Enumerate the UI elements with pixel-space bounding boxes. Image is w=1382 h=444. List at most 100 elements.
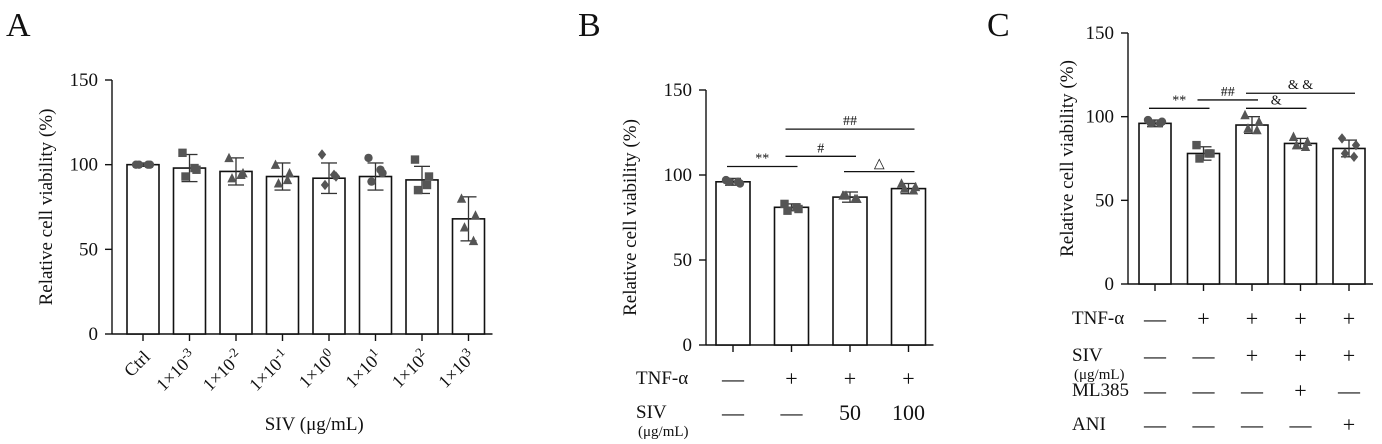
y-axis-label: Relative cell viability (%) bbox=[36, 109, 57, 306]
treatment-cell: + bbox=[1294, 306, 1306, 331]
data-point bbox=[850, 193, 860, 203]
data-point bbox=[470, 210, 481, 220]
bar bbox=[405, 179, 439, 335]
significance-label: # bbox=[817, 141, 824, 156]
bar bbox=[1332, 147, 1366, 285]
data-point bbox=[899, 183, 910, 193]
bar bbox=[172, 167, 207, 335]
bar bbox=[773, 206, 810, 346]
treatment-cell: + bbox=[1197, 306, 1209, 331]
treatment-row-label: TNF-α bbox=[636, 368, 688, 389]
data-point bbox=[270, 159, 281, 169]
treatment-cell: + bbox=[1294, 343, 1306, 368]
y-axis-label: Relative cell viability (%) bbox=[1057, 60, 1078, 257]
significance-label: & & bbox=[1288, 78, 1313, 93]
data-point bbox=[1252, 124, 1262, 135]
treatment-cell: + bbox=[1343, 412, 1355, 437]
x-category-base: Ctrl bbox=[120, 347, 154, 381]
treatment-row-label: SIV bbox=[636, 402, 667, 423]
data-point bbox=[1243, 123, 1253, 133]
y-tick-label: 50 bbox=[1095, 190, 1114, 211]
data-point bbox=[908, 185, 919, 195]
data-point bbox=[190, 163, 199, 173]
y-tick-label: 150 bbox=[1086, 23, 1115, 44]
treatment-cell: — bbox=[721, 366, 745, 391]
data-point bbox=[1204, 149, 1213, 158]
y-tick-label: 150 bbox=[664, 80, 693, 101]
y-tick-label: 150 bbox=[70, 70, 99, 91]
data-point bbox=[178, 148, 187, 158]
data-point bbox=[143, 160, 153, 169]
x-category-label: 1×103 bbox=[432, 345, 479, 392]
data-point bbox=[456, 193, 467, 203]
treatment-row-label: ANI bbox=[1072, 414, 1106, 435]
treatment-row-label: SIV bbox=[1072, 345, 1103, 366]
x-category-label: 1×100 bbox=[293, 345, 340, 392]
treatment-row-sublabel: (μg/mL) bbox=[1074, 367, 1125, 383]
bar bbox=[1235, 124, 1269, 285]
data-point bbox=[1155, 119, 1165, 128]
treatment-cell: — bbox=[1240, 412, 1264, 437]
y-tick-label: 0 bbox=[1105, 274, 1115, 295]
significance-label: & bbox=[1271, 93, 1282, 108]
panel-c-letter: C bbox=[987, 7, 1010, 44]
x-category-label: 1×10-3 bbox=[150, 345, 200, 395]
bar bbox=[1138, 122, 1172, 285]
bar bbox=[715, 181, 751, 346]
data-point bbox=[367, 177, 376, 186]
data-point bbox=[413, 185, 423, 195]
treatment-cell: — bbox=[1143, 343, 1167, 368]
data-point bbox=[224, 152, 234, 163]
treatment-cell: + bbox=[1246, 306, 1258, 331]
data-point bbox=[1337, 133, 1347, 144]
data-point bbox=[320, 179, 330, 191]
treatment-cell: — bbox=[780, 400, 804, 425]
x-category-label: 1×10-1 bbox=[243, 345, 293, 395]
data-point bbox=[1300, 141, 1311, 151]
bar bbox=[358, 175, 393, 335]
treatment-cell: + bbox=[844, 366, 856, 391]
bar bbox=[1186, 152, 1221, 285]
treatment-cell: — bbox=[1143, 378, 1167, 403]
x-category-label: 1×10-2 bbox=[197, 345, 247, 395]
y-tick-label: 0 bbox=[89, 324, 99, 345]
data-point bbox=[376, 165, 385, 174]
bar bbox=[890, 187, 927, 346]
y-axis-label: Relative cell viability (%) bbox=[620, 119, 641, 316]
significance-label: ** bbox=[755, 152, 769, 167]
significance-label: ## bbox=[1221, 85, 1235, 100]
y-tick-label: 0 bbox=[683, 335, 693, 356]
data-point bbox=[227, 173, 237, 183]
y-tick-label: 100 bbox=[664, 165, 693, 186]
x-axis-label: SIV (μg/mL) bbox=[265, 414, 364, 435]
data-point bbox=[236, 169, 246, 180]
data-point bbox=[1240, 109, 1250, 120]
data-point bbox=[724, 177, 734, 186]
treatment-cell: + bbox=[1246, 343, 1258, 368]
data-point bbox=[468, 235, 479, 246]
treatment-cell: — bbox=[1337, 378, 1361, 403]
treatment-cell: — bbox=[1192, 378, 1216, 403]
treatment-cell: + bbox=[902, 366, 914, 391]
data-point bbox=[1351, 139, 1361, 151]
treatment-cell: 100 bbox=[892, 400, 925, 425]
data-point bbox=[1340, 148, 1350, 159]
treatment-cell: — bbox=[1240, 378, 1264, 403]
data-point bbox=[1195, 154, 1204, 163]
data-point bbox=[783, 206, 792, 215]
treatment-row-sublabel: (μg/mL) bbox=[638, 424, 689, 440]
data-point bbox=[733, 177, 743, 186]
treatment-cell: + bbox=[785, 366, 797, 391]
data-point bbox=[364, 153, 373, 163]
treatment-cell: — bbox=[1289, 412, 1313, 437]
bar bbox=[312, 177, 346, 335]
data-point bbox=[317, 149, 327, 160]
treatment-cell: + bbox=[1343, 306, 1355, 331]
treatment-cell: 50 bbox=[839, 400, 861, 425]
data-point bbox=[780, 199, 789, 209]
data-point bbox=[134, 160, 144, 169]
data-point bbox=[1146, 119, 1156, 128]
treatment-cell: — bbox=[1192, 343, 1216, 368]
